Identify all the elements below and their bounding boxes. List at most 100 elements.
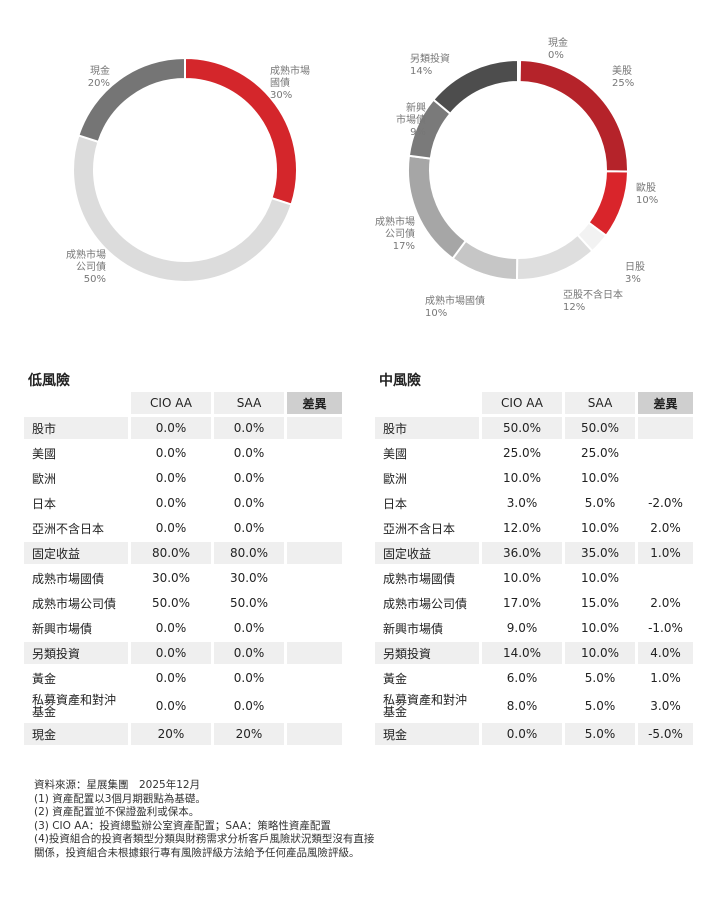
row-label: 日本 — [32, 496, 57, 511]
row-label: 亞洲不含日本 — [383, 521, 456, 536]
table-row: 私募資產和對沖 基金 8.0% 5.0% 3.0% — [375, 692, 689, 720]
saa-value: 0.0% — [233, 671, 265, 685]
cio-aa-value: 10.0% — [502, 571, 542, 585]
column-header: SAA — [214, 392, 284, 414]
cio-aa-value: 6.0% — [506, 671, 538, 685]
table-row: 歐洲 10.0% 10.0% — [375, 467, 689, 489]
table-row: 另類投資 0.0% 0.0% — [24, 642, 342, 664]
diff-value — [287, 442, 342, 464]
slice-label: 成熟市場國債 10% — [425, 296, 485, 320]
slice-name: 現金 — [548, 38, 568, 49]
cio-aa-value: 36.0% — [482, 542, 562, 564]
saa-value: 10.0% — [580, 621, 620, 635]
cio-aa-value: 9.0% — [506, 621, 538, 635]
diff-value: 2.0% — [650, 521, 681, 535]
table-row: 現金 20% 20% — [24, 723, 342, 745]
row-label: 新興市場債 — [32, 621, 93, 636]
diff-value — [287, 517, 342, 539]
diff-value — [287, 692, 342, 720]
slice-name: 成熟市場國債 — [425, 296, 485, 307]
slice-name: 歐股 — [636, 183, 656, 194]
slice-percent: 0% — [548, 50, 564, 61]
cio-aa-value: 0.0% — [155, 471, 187, 485]
saa-value: 5.0% — [565, 723, 635, 745]
slice-label: 美股 25% — [612, 66, 634, 90]
cio-aa-value: 0.0% — [155, 446, 187, 460]
cio-aa-value: 14.0% — [482, 642, 562, 664]
diff-value: 1.0% — [638, 542, 693, 564]
table-row: 亞洲不含日本 12.0% 10.0% 2.0% — [375, 517, 689, 539]
diff-value — [287, 542, 342, 564]
table-row: 黃金 6.0% 5.0% 1.0% — [375, 667, 689, 689]
table-row: 股市 50.0% 50.0% — [375, 417, 693, 439]
diff-value: 3.0% — [650, 699, 681, 713]
row-label: 股市 — [375, 417, 479, 439]
table-title: 中風險 — [379, 373, 421, 389]
row-label: 現金 — [24, 723, 128, 745]
diff-value: 4.0% — [638, 642, 693, 664]
diff-value — [638, 467, 693, 489]
slice-percent: 10% — [636, 195, 659, 206]
saa-value: 80.0% — [214, 542, 284, 564]
table-row: 歐洲 0.0% 0.0% — [24, 467, 338, 489]
slice-percent: 25% — [612, 78, 635, 89]
diff-value — [287, 492, 342, 514]
cio-aa-value: 0.0% — [155, 621, 187, 635]
slice-label: 成熟市場 公司債 17% — [355, 217, 415, 253]
saa-value: 30.0% — [229, 571, 269, 585]
diff-value — [287, 617, 342, 639]
table-row: 日本 3.0% 5.0% -2.0% — [375, 492, 689, 514]
diff-value — [287, 667, 342, 689]
diff-value — [638, 417, 693, 439]
saa-value: 0.0% — [233, 446, 265, 460]
cio-aa-value: 80.0% — [131, 542, 211, 564]
saa-value: 0.0% — [233, 521, 265, 535]
slice-label: 現金 20% — [50, 66, 110, 90]
cio-aa-value: 8.0% — [506, 699, 538, 713]
slice-label: 成熟市場 國債 30% — [270, 66, 310, 102]
saa-value: 0.0% — [233, 471, 265, 485]
diff-value: 1.0% — [650, 671, 681, 685]
cio-aa-value: 12.0% — [502, 521, 542, 535]
row-label: 黃金 — [383, 671, 408, 686]
slice-percent: 17% — [392, 241, 415, 252]
row-label: 亞洲不含日本 — [32, 521, 105, 536]
footnotes: 資料來源：星展集團 2025年12月 (1) 資產配置以3個月期觀點為基礎。 (… — [34, 779, 379, 860]
saa-value: 10.0% — [580, 471, 620, 485]
saa-value: 0.0% — [233, 699, 265, 713]
slice-label: 歐股 10% — [636, 183, 658, 207]
cio-aa-value: 0.0% — [155, 699, 187, 713]
slice-percent: 10% — [425, 308, 448, 319]
table-row: 黃金 0.0% 0.0% — [24, 667, 338, 689]
column-header: SAA — [565, 392, 635, 414]
row-label: 固定收益 — [375, 542, 479, 564]
table-row: 另類投資 14.0% 10.0% 4.0% — [375, 642, 693, 664]
row-label: 美國 — [32, 446, 57, 461]
cio-aa-value: 0.0% — [131, 642, 211, 664]
cio-aa-value: 50.0% — [151, 596, 191, 610]
column-header: 差異 — [287, 392, 342, 414]
row-label: 另類投資 — [24, 642, 128, 664]
cio-aa-value: 20% — [131, 723, 211, 745]
cio-aa-value: 10.0% — [502, 471, 542, 485]
saa-value: 50.0% — [565, 417, 635, 439]
slice-percent: 30% — [270, 90, 293, 101]
cio-aa-value: 0.0% — [155, 671, 187, 685]
slice-label: 新興 市場債 9% — [366, 103, 426, 139]
low-risk-table: 低風險 CIO AA SAA 差異 股市 0.0% 0.0% 美國 0.0% 0.0%… — [24, 370, 342, 748]
diff-value: 2.0% — [650, 596, 681, 610]
slice-name: 亞股不含日本 — [563, 290, 623, 301]
cio-aa-value: 30.0% — [151, 571, 191, 585]
saa-value: 10.0% — [580, 571, 620, 585]
table-row: 股市 0.0% 0.0% — [24, 417, 342, 439]
diff-value: -1.0% — [648, 621, 683, 635]
slice-name: 另類投資 — [410, 54, 450, 65]
saa-value: 5.0% — [584, 671, 616, 685]
diff-value — [287, 467, 342, 489]
slice-percent: 14% — [410, 66, 433, 77]
row-label: 股市 — [24, 417, 128, 439]
diff-value — [287, 723, 342, 745]
donut-slice — [77, 56, 186, 144]
diff-value: -2.0% — [648, 496, 683, 510]
table-row: 成熟市場國債 10.0% 10.0% — [375, 567, 689, 589]
